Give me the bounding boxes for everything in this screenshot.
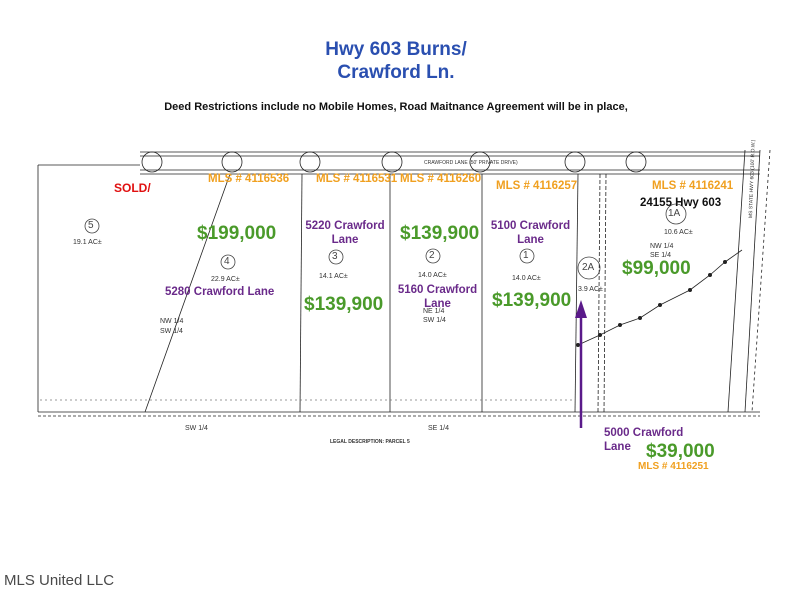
parcel-2-price: $139,900 [400, 223, 480, 244]
parcel-1-price: $139,900 [492, 290, 572, 311]
parcel-2a-acres: 3.9 AC± [578, 286, 603, 293]
quarter-label-ne-sw: SW 1/4 [423, 317, 446, 324]
parcel-3-address-line2: Lane [331, 234, 359, 246]
road-label: CRAWFORD LANE (50' PRIVATE DRIVE) [424, 160, 518, 166]
parcel-3-acres: 14.1 AC± [319, 273, 348, 280]
parcel-1a-price: $99,000 [622, 258, 691, 279]
parcel-1-mls: MLS # 4116257 [496, 180, 578, 192]
parcel-3-number: 3 [332, 251, 338, 262]
quarter-label-sw-bottom: SW 1/4 [185, 425, 208, 432]
parcel-2-acres: 14.0 AC± [418, 272, 447, 279]
parcel-2a-address-line1: 5000 Crawford [604, 427, 684, 439]
quarter-label-sw: SW 1/4 [160, 328, 183, 335]
parcel-1a-number: 1A [668, 208, 681, 219]
title-line-2: Crawford Ln. [337, 62, 455, 83]
parcel-2a-mls: MLS # 4116251 [638, 461, 709, 472]
parcel-1-acres: 14.0 AC± [512, 275, 541, 282]
legal-description: LEGAL DESCRIPTION: PARCEL 5 [330, 439, 410, 445]
parcel-5-status: SOLD/ [114, 181, 151, 195]
watermark: MLS United LLC [4, 572, 115, 589]
quarter-label-se: SE 1/4 [650, 252, 672, 259]
parcel-4-acres: 22.9 AC± [211, 276, 240, 283]
hwy-603-east-line [744, 149, 761, 413]
parcel-1-address-line2: Lane [517, 234, 544, 246]
parcel-2a-line [597, 173, 601, 413]
parcel-5-acres: 19.1 AC± [73, 239, 102, 246]
quarter-label-nw-2: NW 1/4 [650, 243, 674, 250]
cul-de-sac-circle [141, 151, 163, 173]
subtitle: Deed Restrictions include no Mobile Home… [164, 101, 628, 113]
arrow-to-parcel-2a [575, 300, 587, 428]
parcel-2a-price: $39,000 [646, 441, 715, 462]
parcel-line-5-4 [144, 173, 231, 413]
parcel-1a-acres: 10.6 AC± [664, 229, 693, 236]
quarter-label-ne: NE 1/4 [423, 308, 445, 315]
parcel-4-price: $199,000 [197, 223, 277, 244]
parcel-2a-number: 2A [582, 262, 595, 273]
parcel-3-mls: MLS # 4116531 [316, 173, 398, 185]
parcel-1-address-line1: 5100 Crawford [490, 220, 571, 232]
parcel-2-address-line2: Lane [424, 298, 451, 310]
parcel-3-address-line1: 5220 Crawford [305, 220, 385, 232]
parcel-2-number: 2 [429, 250, 435, 261]
parcel-3-price: $139,900 [304, 294, 384, 315]
title-line-1: Hwy 603 Burns/ [325, 39, 467, 60]
parcel-2-mls: MLS # 4116260 [400, 173, 482, 185]
parcel-1-number: 1 [523, 250, 529, 261]
parcel-line-1-2a [574, 173, 579, 413]
parcel-4-address: 5280 Crawford Lane [165, 286, 275, 298]
hwy-603-west-line [727, 149, 746, 413]
parcel-4-number: 4 [224, 256, 230, 267]
parcel-4-mls: MLS # 4116536 [208, 173, 290, 185]
parcel-5-number: 5 [88, 220, 94, 231]
parcel-1a-address: 24155 Hwy 603 [640, 197, 722, 209]
parcel-line-4-3 [299, 173, 303, 413]
parcel-2-address-line1: 5160 Crawford [397, 284, 478, 296]
parcel-1a-mls: MLS # 4116241 [652, 180, 734, 192]
parcel-2a-address-line2: Lane [604, 441, 631, 453]
quarter-label-se-bottom: SE 1/4 [428, 425, 450, 432]
quarter-label-nw: NW 1/4 [160, 318, 184, 325]
